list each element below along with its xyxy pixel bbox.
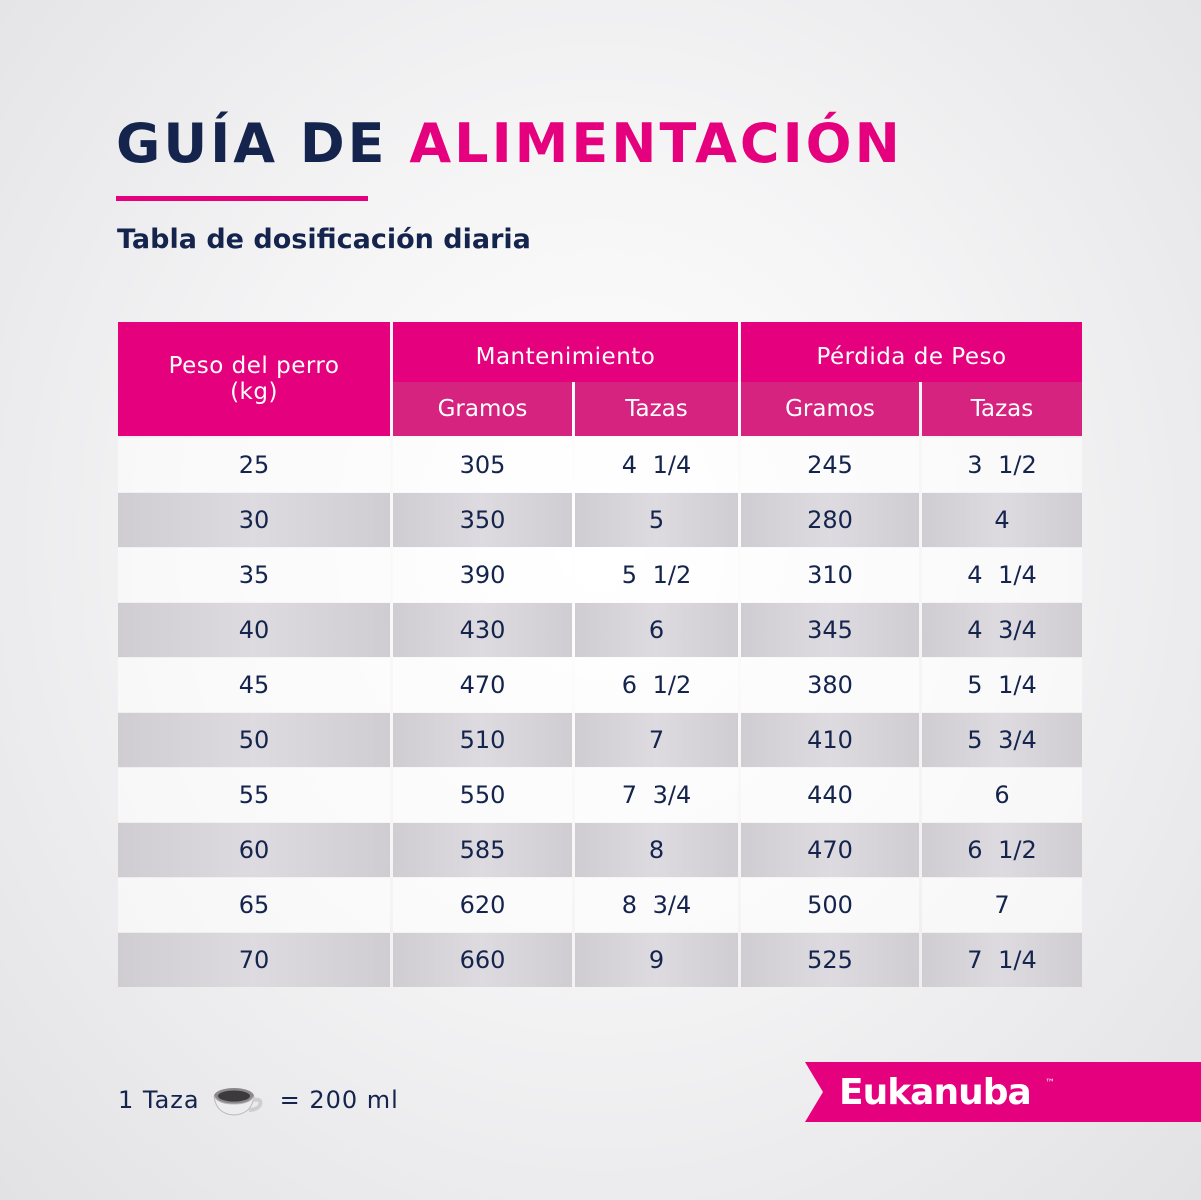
trademark: ™ <box>1045 1078 1055 1089</box>
brand-name: Eukanuba <box>839 1072 1031 1113</box>
table-cell: 430 <box>393 603 572 657</box>
table-cell: 4 3/4 <box>922 603 1082 657</box>
table-cell: 50 <box>118 713 390 767</box>
cup-left: 1 Taza <box>118 1086 200 1114</box>
table-cell: 470 <box>393 658 572 712</box>
table-cell: 5 1/2 <box>575 548 738 602</box>
table-cell: 6 1/2 <box>922 823 1082 877</box>
sub-header: Gramos <box>741 382 919 436</box>
table-cell: 60 <box>118 823 390 877</box>
sub-header: Gramos <box>393 382 572 436</box>
table-cell: 9 <box>575 933 738 987</box>
group-header: Pérdida de Peso <box>741 322 1082 382</box>
table-cell: 65 <box>118 878 390 932</box>
sub-header: Tazas <box>575 382 738 436</box>
table-cell: 585 <box>393 823 572 877</box>
title: GUÍA DE ALIMENTACIÓN <box>116 112 903 175</box>
subtitle: Tabla de dosificación diaria <box>117 224 531 255</box>
table-cell: 510 <box>393 713 572 767</box>
table-cell: 500 <box>741 878 919 932</box>
table-cell: 8 3/4 <box>575 878 738 932</box>
table-cell: 4 <box>922 493 1082 547</box>
table-cell: 280 <box>741 493 919 547</box>
table-cell: 8 <box>575 823 738 877</box>
table-cell: 410 <box>741 713 919 767</box>
table-cell: 245 <box>741 438 919 492</box>
table-cell: 7 1/4 <box>922 933 1082 987</box>
title-pink: ALIMENTACIÓN <box>409 112 903 175</box>
cup-right: = 200 ml <box>279 1086 399 1114</box>
table-cell: 390 <box>393 548 572 602</box>
table-cell: 380 <box>741 658 919 712</box>
table-cell: 620 <box>393 878 572 932</box>
table-cell: 470 <box>741 823 919 877</box>
table-cell: 3 1/2 <box>922 438 1082 492</box>
table-cell: 525 <box>741 933 919 987</box>
table-cell: 40 <box>118 603 390 657</box>
table-cell: 5 3/4 <box>922 713 1082 767</box>
group-header: Mantenimiento <box>393 322 738 382</box>
table-cell: 305 <box>393 438 572 492</box>
table-cell: 55 <box>118 768 390 822</box>
table-cell: 310 <box>741 548 919 602</box>
table-cell: 45 <box>118 658 390 712</box>
table-cell: 345 <box>741 603 919 657</box>
cup-note: 1 Taza = 200 ml <box>118 1080 399 1120</box>
table-cell: 7 <box>922 878 1082 932</box>
table-cell: 5 1/4 <box>922 658 1082 712</box>
table-cell: 70 <box>118 933 390 987</box>
table-cell: 550 <box>393 768 572 822</box>
table-cell: 7 3/4 <box>575 768 738 822</box>
table-cell: 35 <box>118 548 390 602</box>
table-cell: 350 <box>393 493 572 547</box>
table-cell: 4 1/4 <box>922 548 1082 602</box>
table-cell: 6 1/2 <box>575 658 738 712</box>
table-cell: 4 1/4 <box>575 438 738 492</box>
brand-logo: Eukanuba ™ <box>805 1062 1201 1122</box>
title-dark: GUÍA DE <box>116 112 388 175</box>
table-cell: 30 <box>118 493 390 547</box>
table-cell: 440 <box>741 768 919 822</box>
table-cell: 7 <box>575 713 738 767</box>
table-cell: 6 <box>575 603 738 657</box>
cup-icon <box>213 1088 262 1116</box>
sub-header: Tazas <box>922 382 1082 436</box>
title-underline <box>116 196 368 201</box>
table-cell: 25 <box>118 438 390 492</box>
table-cell: 6 <box>922 768 1082 822</box>
first-header: Peso del perro (kg) <box>118 322 390 436</box>
table-cell: 5 <box>575 493 738 547</box>
table-cell: 660 <box>393 933 572 987</box>
